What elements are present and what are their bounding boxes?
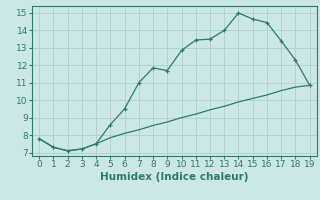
X-axis label: Humidex (Indice chaleur): Humidex (Indice chaleur): [100, 172, 249, 182]
